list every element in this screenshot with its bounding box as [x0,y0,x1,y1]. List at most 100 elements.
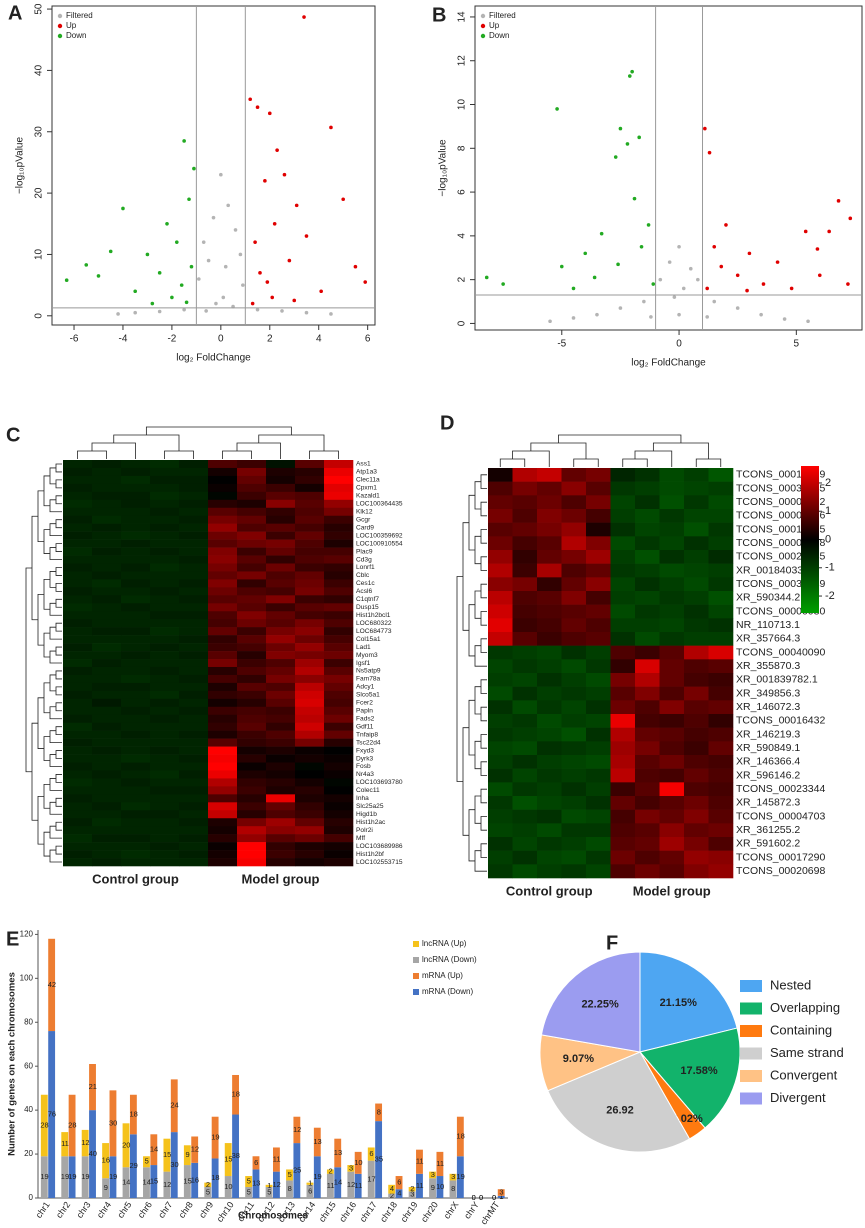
heatmap-cell [684,727,709,742]
heatmap-cell [635,714,660,728]
data-label: 16 [191,1175,199,1184]
heatmap-cell [63,826,93,835]
heatmap-cell [610,809,636,824]
heatmap-cell [121,555,151,564]
heatmap-cell [635,659,660,674]
data-label: 6 [369,1149,373,1158]
panel-label: A [8,2,22,24]
heatmap-cell [512,481,538,496]
bar-segment [265,1187,273,1198]
row-label: LOC100359692 [356,532,403,539]
heatmap-cell [208,794,238,803]
y-axis-label: −log₁₀pValue [438,139,449,197]
bar-segment [367,1147,375,1161]
heatmap-cell [63,483,93,493]
heatmap-cell [266,850,296,859]
bar-segment [313,1156,321,1198]
data-label: 2 [390,1191,394,1200]
heatmap-cell [537,686,562,701]
x-tick-label: chr5 [115,1200,133,1220]
heatmap-cell [92,555,122,564]
heatmap-cell [295,563,325,572]
row-label: Mff [356,835,365,842]
point [96,274,101,278]
point [248,97,253,102]
heatmap-cell [324,786,354,795]
heatmap-cell [537,796,562,810]
heatmap-cell [295,698,325,708]
heatmap-cell [266,507,296,517]
heatmap-cell [92,786,122,795]
x-tick-label: chr18 [378,1200,399,1224]
heatmap-cell [266,794,296,803]
data-label: 19 [211,1133,219,1142]
heatmap-cell [92,714,122,724]
heatmap-cell [635,741,660,756]
heatmap-cell [179,635,209,644]
heatmap-cell [63,523,93,532]
data-label: 5 [247,1187,251,1196]
point [287,258,292,263]
heatmap-cell [121,611,151,620]
point [214,301,218,306]
heatmap-cell [266,770,296,779]
point [836,199,841,203]
y-tick-label: 8 [457,145,468,151]
heatmap-cell [295,611,325,620]
x-tick-label: 0 [676,339,682,350]
heatmap-cell [208,842,238,851]
heatmap-cell [266,643,296,652]
heatmap-cell [635,618,660,633]
data-label: 38 [232,1151,240,1160]
heatmap-cell [684,837,709,851]
data-label: 0 [472,1193,476,1202]
heatmap-cell [266,475,296,485]
row-label: XR_357664.3 [736,633,800,645]
colorbar-tick-label: 1 [825,505,831,517]
bar-segment [102,1143,110,1179]
heatmap-cell [512,809,538,824]
heatmap-cell [121,547,151,556]
heatmap-cell [179,786,209,795]
data-label: 9 [185,1150,189,1159]
legend-label: Down [66,31,86,40]
point [174,240,179,244]
heatmap-cell [537,563,562,578]
heatmap-cell [635,850,660,865]
heatmap-cell [121,635,151,644]
heatmap-cell [586,550,611,564]
heatmap-cell [295,579,325,588]
heatmap-cell [708,481,734,496]
heatmap-cell [659,536,685,551]
heatmap-cell [121,810,151,819]
x-tick-label: chr9 [197,1200,215,1220]
heatmap-cell [659,659,685,674]
bar-segment [273,1147,280,1172]
heatmap-cell [488,591,513,605]
heatmap-cell [295,643,325,652]
heatmap-cell [121,483,151,493]
bar-segment [286,1180,293,1198]
heatmap-cell [295,460,325,469]
heatmap-cell [266,690,296,700]
heatmap-cell [659,727,685,742]
heatmap-cell [237,547,267,556]
heatmap-cell [266,603,296,612]
heatmap-cell [121,674,151,684]
group-label: Model group [633,883,711,898]
heatmap-cell [537,591,562,605]
heatmap-cell [150,818,180,827]
legend-marker [57,23,63,29]
heatmap-cell [150,555,180,564]
heatmap-cell [266,858,296,867]
heatmap-cell [488,755,513,769]
heatmap-cell [610,741,636,756]
point [211,215,216,220]
heatmap-cell [684,522,709,537]
point [688,266,693,271]
heatmap-cell [208,603,238,612]
data-label: 5 [206,1187,210,1196]
data-label: 15 [224,1155,232,1164]
heatmap-cell [63,475,93,485]
